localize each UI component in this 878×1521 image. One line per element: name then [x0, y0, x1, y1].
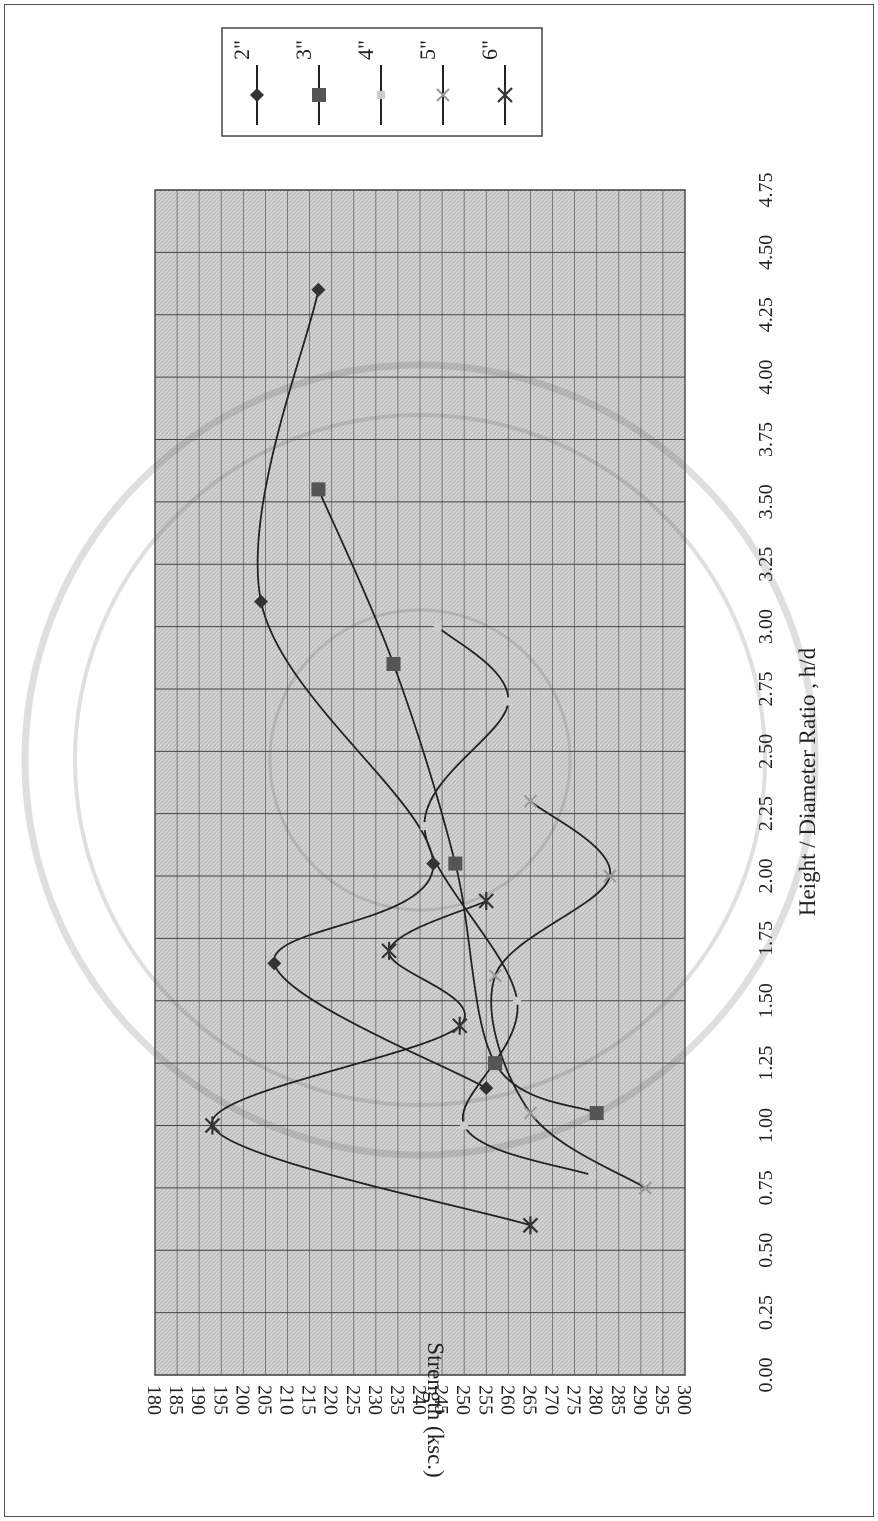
y-tick-label: 255 [474, 1385, 496, 1415]
x-axis-title: Height / Diameter Ratio , h/d [795, 647, 820, 916]
x-tick-label: 3.00 [755, 609, 777, 644]
y-tick-label: 295 [651, 1385, 673, 1415]
legend-label-3: 4" [353, 40, 378, 60]
x-tick-label: 2.50 [755, 734, 777, 769]
y-tick-label: 250 [452, 1385, 474, 1415]
data-point-series-1 [426, 856, 441, 871]
y-tick-label: 275 [563, 1385, 585, 1415]
x-tick-label: 0.25 [755, 1295, 777, 1330]
data-point-series-1 [254, 594, 268, 609]
data-point-series-5 [522, 1216, 539, 1235]
legend-marker-1 [250, 88, 264, 102]
data-point-series-2 [386, 657, 401, 671]
data-point-series-5 [451, 1016, 468, 1035]
y-tick-label: 260 [496, 1385, 518, 1415]
data-point-series-3 [420, 822, 429, 831]
x-tick-label: 2.25 [755, 796, 777, 831]
data-point-series-5 [204, 1116, 221, 1135]
y-tick-label: 195 [209, 1385, 231, 1415]
data-point-series-1 [267, 956, 282, 971]
data-point-series-3 [433, 622, 442, 631]
y-tick-label: 215 [298, 1385, 320, 1415]
x-tick-label: 1.25 [755, 1046, 777, 1081]
data-point-series-5 [478, 892, 495, 910]
legend: 2" 3" 4" 5" 6" [221, 27, 543, 137]
legend-marker-5 [497, 86, 513, 104]
x-tick-label: 3.25 [755, 547, 777, 582]
legend-label-2: 3" [291, 40, 316, 60]
x-tick-label: 4.00 [755, 360, 777, 395]
x-tick-label: 2.75 [755, 671, 777, 706]
legend-marker-4 [436, 88, 450, 102]
x-tick-label: 0.75 [755, 1170, 777, 1205]
y-tick-label: 225 [342, 1385, 364, 1415]
x-tick-label: 3.75 [755, 422, 777, 457]
x-tick-label: 1.75 [755, 921, 777, 956]
data-point-series-5 [381, 941, 397, 960]
data-point-series-1 [311, 282, 326, 297]
data-point-series-3 [504, 697, 513, 706]
x-tick-label: 2.00 [755, 859, 777, 894]
data-point-series-4 [523, 794, 538, 808]
x-tick-label: 0.00 [755, 1358, 777, 1393]
y-tick-label: 235 [386, 1385, 408, 1415]
legend-label-1: 2" [229, 40, 254, 60]
x-tick-label: 4.75 [755, 173, 777, 208]
y-axis-ticks: 3002952902852802752702652602552502452402… [143, 1385, 695, 1415]
y-axis-title: Strength (ksc.) [423, 1342, 448, 1477]
data-point-series-2 [448, 856, 463, 871]
data-point-series-2 [589, 1106, 604, 1121]
y-tick-label: 180 [143, 1385, 165, 1415]
y-tick-label: 205 [253, 1385, 275, 1415]
x-tick-label: 1.00 [755, 1108, 777, 1143]
watermark-seal [21, 361, 819, 1159]
x-tick-label: 4.25 [755, 297, 777, 332]
legend-marker-2 [312, 88, 326, 102]
x-tick-label: 1.50 [755, 983, 777, 1018]
x-axis-ticks: 0.00 0.25 0.50 0.75 1.00 1.25 1.50 1.75 2.00 2.25… [755, 173, 777, 1393]
y-tick-label: 300 [673, 1385, 695, 1415]
y-tick-label: 240 [408, 1385, 430, 1415]
x-tick-label: 3.50 [755, 484, 777, 519]
data-point-series-1 [479, 1081, 494, 1096]
y-tick-label: 220 [320, 1385, 342, 1415]
data-point-series-3 [588, 1171, 597, 1180]
data-point-series-4 [488, 969, 502, 983]
data-point-series-4 [638, 1181, 652, 1195]
x-tick-label: 4.50 [755, 235, 777, 270]
page-frame [4, 4, 874, 1517]
y-tick-label: 265 [518, 1385, 540, 1415]
y-tick-label: 230 [364, 1385, 386, 1415]
legend-label-5: 6" [477, 40, 502, 60]
data-point-series-4 [523, 1106, 538, 1120]
y-tick-label: 185 [165, 1385, 187, 1415]
series-markers [204, 282, 652, 1235]
y-tick-label: 245 [430, 1385, 452, 1415]
data-point-series-3 [513, 996, 522, 1005]
data-point-series-3 [460, 1121, 469, 1130]
y-tick-label: 200 [231, 1385, 253, 1415]
legend-marker-3 [377, 91, 385, 99]
y-tick-label: 290 [629, 1385, 651, 1415]
legend-label-4: 5" [415, 40, 440, 60]
y-tick-label: 190 [187, 1385, 209, 1415]
data-point-series-2 [488, 1056, 503, 1071]
grid-lines [154, 189, 686, 1376]
y-tick-label: 210 [276, 1385, 298, 1415]
x-tick-label: 0.50 [755, 1233, 777, 1268]
y-tick-label: 270 [541, 1385, 563, 1415]
data-point-series-2 [311, 482, 326, 497]
y-tick-label: 280 [585, 1385, 607, 1415]
y-tick-label: 285 [607, 1385, 629, 1415]
data-point-series-4 [603, 869, 617, 883]
